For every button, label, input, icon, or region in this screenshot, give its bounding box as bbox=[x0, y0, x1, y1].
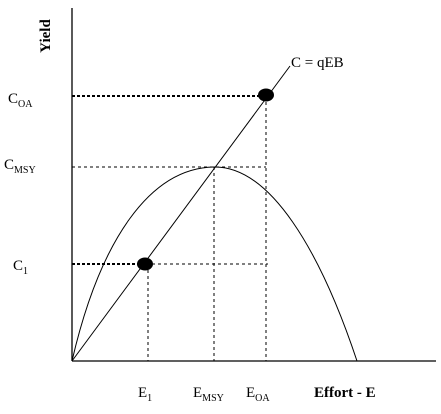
revenue-line-label: C = qEB bbox=[291, 55, 344, 71]
y-tick-c-1: C1 bbox=[13, 258, 28, 277]
open-access-point bbox=[258, 88, 274, 102]
x-tick-e-1: E1 bbox=[138, 385, 152, 404]
y-tick-c-oa: COA bbox=[8, 91, 33, 110]
x-tick-e-oa: EOA bbox=[246, 385, 270, 404]
c1-point bbox=[137, 257, 153, 271]
x-tick-e-msy: EMSY bbox=[193, 385, 224, 404]
y-axis-label: Yield bbox=[38, 19, 54, 53]
revenue-line bbox=[71, 65, 291, 362]
y-tick-c-msy: CMSY bbox=[4, 157, 36, 176]
x-axis-label: Effort - E bbox=[314, 385, 376, 401]
